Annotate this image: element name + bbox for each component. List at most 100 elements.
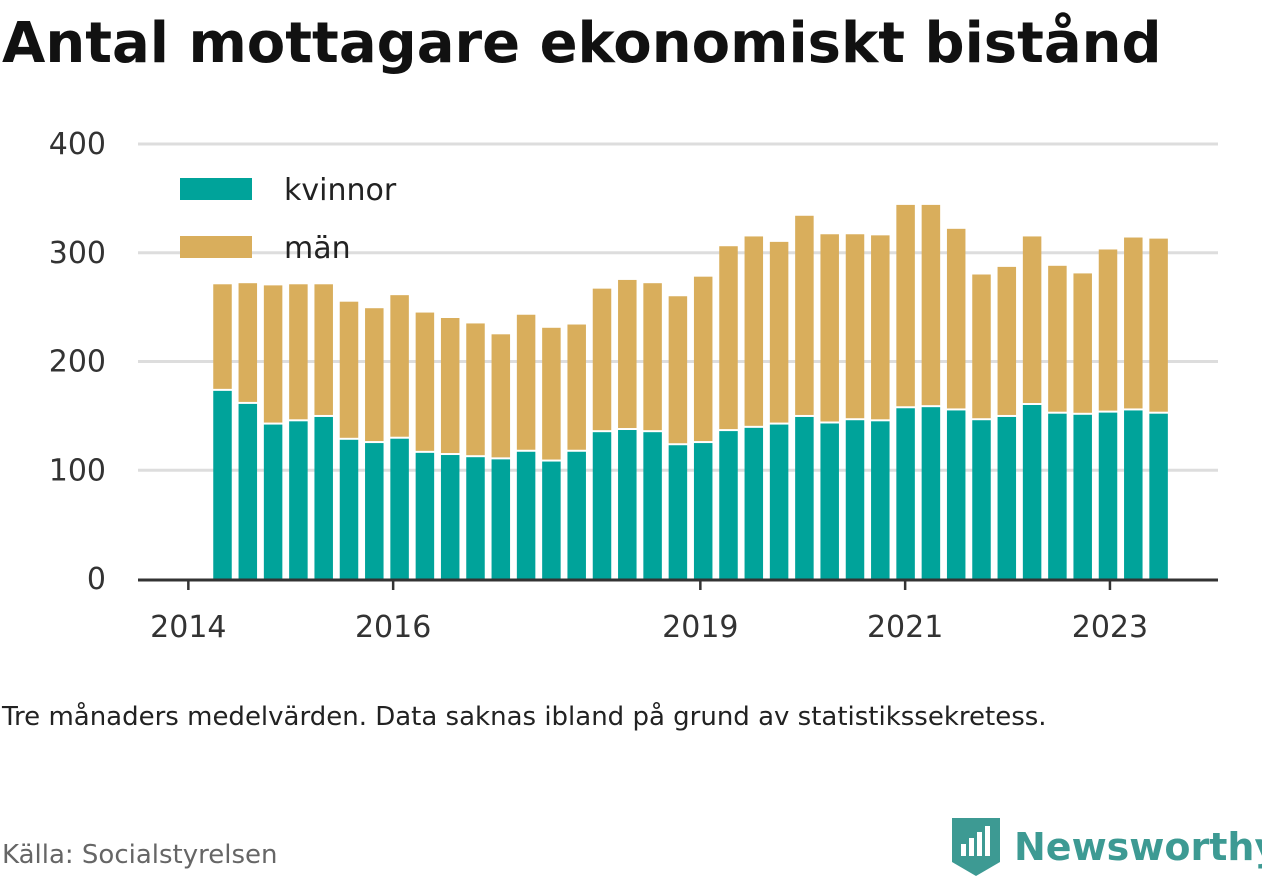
bar-kvinnor bbox=[769, 424, 789, 579]
bar-kvinnor bbox=[365, 443, 384, 579]
bar-kvinnor bbox=[314, 416, 333, 579]
bar-man bbox=[289, 284, 308, 420]
bar-kvinnor bbox=[896, 408, 915, 579]
chart-note: Tre månaders medelvärden. Data saknas ib… bbox=[2, 702, 1047, 732]
bar-man bbox=[820, 234, 839, 422]
x-tick-label: 2016 bbox=[355, 610, 431, 645]
x-tick-label: 2019 bbox=[662, 610, 738, 645]
bar-man bbox=[972, 274, 991, 419]
bar-kvinnor bbox=[618, 430, 637, 579]
bar-kvinnor bbox=[997, 416, 1017, 579]
y-tick-label: 400 bbox=[49, 127, 106, 162]
bar-kvinnor bbox=[1048, 413, 1067, 579]
bar-man bbox=[542, 327, 561, 460]
bar-kvinnor bbox=[871, 421, 890, 579]
legend-label-man: män bbox=[284, 231, 351, 266]
bar-kvinnor bbox=[668, 445, 688, 579]
legend-swatch-man bbox=[180, 236, 252, 258]
bar-man bbox=[845, 234, 865, 419]
bar-kvinnor bbox=[1149, 413, 1168, 579]
bar-man bbox=[1048, 265, 1067, 412]
source-text: Källa: Socialstyrelsen bbox=[2, 840, 278, 870]
bar-kvinnor bbox=[339, 439, 359, 579]
bar-man bbox=[769, 241, 789, 423]
bar-kvinnor bbox=[516, 451, 536, 579]
bar-man bbox=[1098, 249, 1118, 411]
bar-kvinnor bbox=[719, 431, 738, 579]
bar-man bbox=[921, 204, 941, 406]
bar-man bbox=[719, 246, 738, 430]
bar-man bbox=[339, 301, 359, 438]
bar-kvinnor bbox=[1022, 405, 1042, 579]
bar-kvinnor bbox=[567, 451, 586, 579]
bar-kvinnor bbox=[921, 407, 941, 579]
bar-man bbox=[415, 312, 435, 451]
bar-man bbox=[643, 283, 662, 431]
bar-kvinnor bbox=[263, 424, 283, 579]
bar-kvinnor bbox=[795, 416, 814, 579]
bars bbox=[213, 204, 1168, 579]
bar-man bbox=[1073, 273, 1092, 413]
bar-kvinnor bbox=[491, 459, 511, 579]
brand-logo[interactable]: Newsworthy bbox=[952, 818, 1262, 876]
bar-kvinnor bbox=[1073, 414, 1092, 579]
bar-man bbox=[795, 215, 814, 415]
bar-man bbox=[567, 324, 586, 450]
bar-kvinnor bbox=[466, 457, 485, 579]
bar-kvinnor bbox=[820, 423, 839, 579]
bar-kvinnor bbox=[972, 420, 991, 579]
bar-kvinnor bbox=[744, 427, 764, 579]
y-tick-label: 300 bbox=[49, 236, 106, 271]
bar-kvinnor bbox=[542, 461, 561, 579]
bar-kvinnor bbox=[390, 438, 409, 579]
bar-kvinnor bbox=[1124, 410, 1143, 579]
bar-man bbox=[390, 295, 409, 437]
legend-swatch-kvinnor bbox=[180, 178, 252, 200]
newsworthy-logo-icon bbox=[952, 818, 1000, 876]
x-axis: 2014 2016 2019 2021 2023 bbox=[138, 578, 1218, 645]
bar-man bbox=[668, 296, 688, 444]
bar-kvinnor bbox=[289, 421, 308, 579]
x-tick-label: 2014 bbox=[150, 610, 226, 645]
bar-man bbox=[466, 323, 485, 456]
stacked-bar-chart: 0 100 200 300 400 2014 2016 2019 2021 2023 kvinn… bbox=[49, 127, 1218, 645]
bar-man bbox=[592, 288, 612, 431]
bar-kvinnor bbox=[440, 455, 460, 579]
bar-kvinnor bbox=[238, 403, 258, 579]
bar-kvinnor bbox=[946, 410, 966, 579]
bar-kvinnor bbox=[592, 432, 612, 579]
bar-man bbox=[871, 235, 890, 420]
bar-kvinnor bbox=[643, 432, 662, 579]
bar-man bbox=[440, 318, 460, 454]
bar-man bbox=[1124, 237, 1143, 409]
bar-man bbox=[744, 236, 764, 426]
legend: kvinnor män bbox=[180, 173, 397, 266]
bar-man bbox=[997, 266, 1017, 415]
y-axis-ticks: 0 100 200 300 400 bbox=[49, 127, 106, 597]
bar-man bbox=[1149, 238, 1168, 412]
bar-man bbox=[516, 314, 536, 450]
y-tick-label: 100 bbox=[49, 453, 106, 488]
y-tick-label: 200 bbox=[49, 345, 106, 380]
x-tick-label: 2023 bbox=[1072, 610, 1148, 645]
x-tick-label: 2021 bbox=[867, 610, 943, 645]
bar-kvinnor bbox=[693, 443, 713, 579]
bar-man bbox=[314, 284, 333, 415]
brand-name: Newsworthy bbox=[1014, 825, 1262, 869]
bar-man bbox=[491, 334, 511, 458]
bar-kvinnor bbox=[415, 452, 435, 579]
bar-man bbox=[213, 284, 232, 389]
bar-man bbox=[693, 276, 713, 442]
bar-man bbox=[263, 285, 283, 423]
legend-label-kvinnor: kvinnor bbox=[284, 173, 397, 208]
bar-man bbox=[618, 279, 637, 429]
y-tick-label: 0 bbox=[87, 562, 106, 597]
bar-kvinnor bbox=[845, 420, 865, 579]
bar-man bbox=[238, 283, 258, 402]
bar-man bbox=[946, 228, 966, 409]
bar-man bbox=[896, 204, 915, 407]
bar-kvinnor bbox=[213, 390, 232, 579]
bar-man bbox=[1022, 236, 1042, 403]
bar-man bbox=[365, 308, 384, 442]
bar-kvinnor bbox=[1098, 412, 1118, 579]
